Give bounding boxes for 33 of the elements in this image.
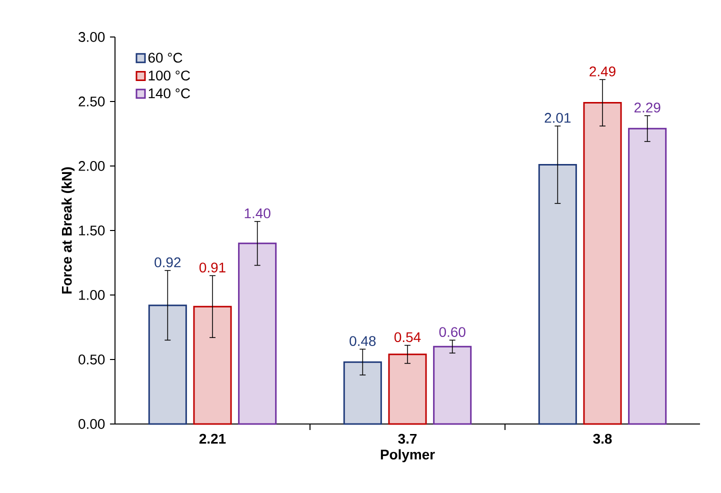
y-tick-label: 0.00 [78, 419, 105, 429]
bar [538, 164, 577, 425]
bar [238, 242, 277, 425]
bar [583, 102, 622, 425]
bar [148, 304, 187, 425]
bar [628, 128, 667, 425]
data-label: 2.01 [544, 112, 571, 123]
data-label: 0.92 [154, 257, 181, 268]
bar [433, 346, 472, 425]
data-label: 0.48 [350, 336, 376, 346]
data-label: 0.54 [394, 332, 421, 342]
data-label: 0.60 [439, 327, 466, 337]
data-label: 1.40 [244, 208, 270, 218]
y-axis-title: Force at Break (kN) [62, 167, 74, 294]
y-tick-label: 3.00 [78, 32, 105, 42]
y-tick-label: 1.00 [79, 290, 105, 300]
y-tick-label: 0.50 [78, 354, 105, 364]
legend-label: 60 °C [148, 52, 182, 63]
x-tick-label: 2.21 [199, 434, 226, 444]
legend-label: 140 °C [148, 88, 190, 98]
x-tick-label: 3.8 [593, 434, 612, 444]
bar [388, 354, 427, 425]
bar [193, 306, 232, 425]
data-label: 2.49 [590, 66, 616, 76]
x-tick-label: 3.7 [398, 434, 417, 444]
data-label: 0.91 [199, 262, 226, 272]
x-axis-title: Polymer [380, 449, 435, 462]
bar [343, 361, 382, 425]
y-tick-label: 2.50 [78, 96, 105, 106]
data-label: 2.29 [634, 102, 660, 113]
y-tick-label: 1.50 [79, 226, 105, 236]
legend-label: 100 °C [148, 70, 190, 80]
y-tick-label: 2.00 [78, 161, 105, 171]
